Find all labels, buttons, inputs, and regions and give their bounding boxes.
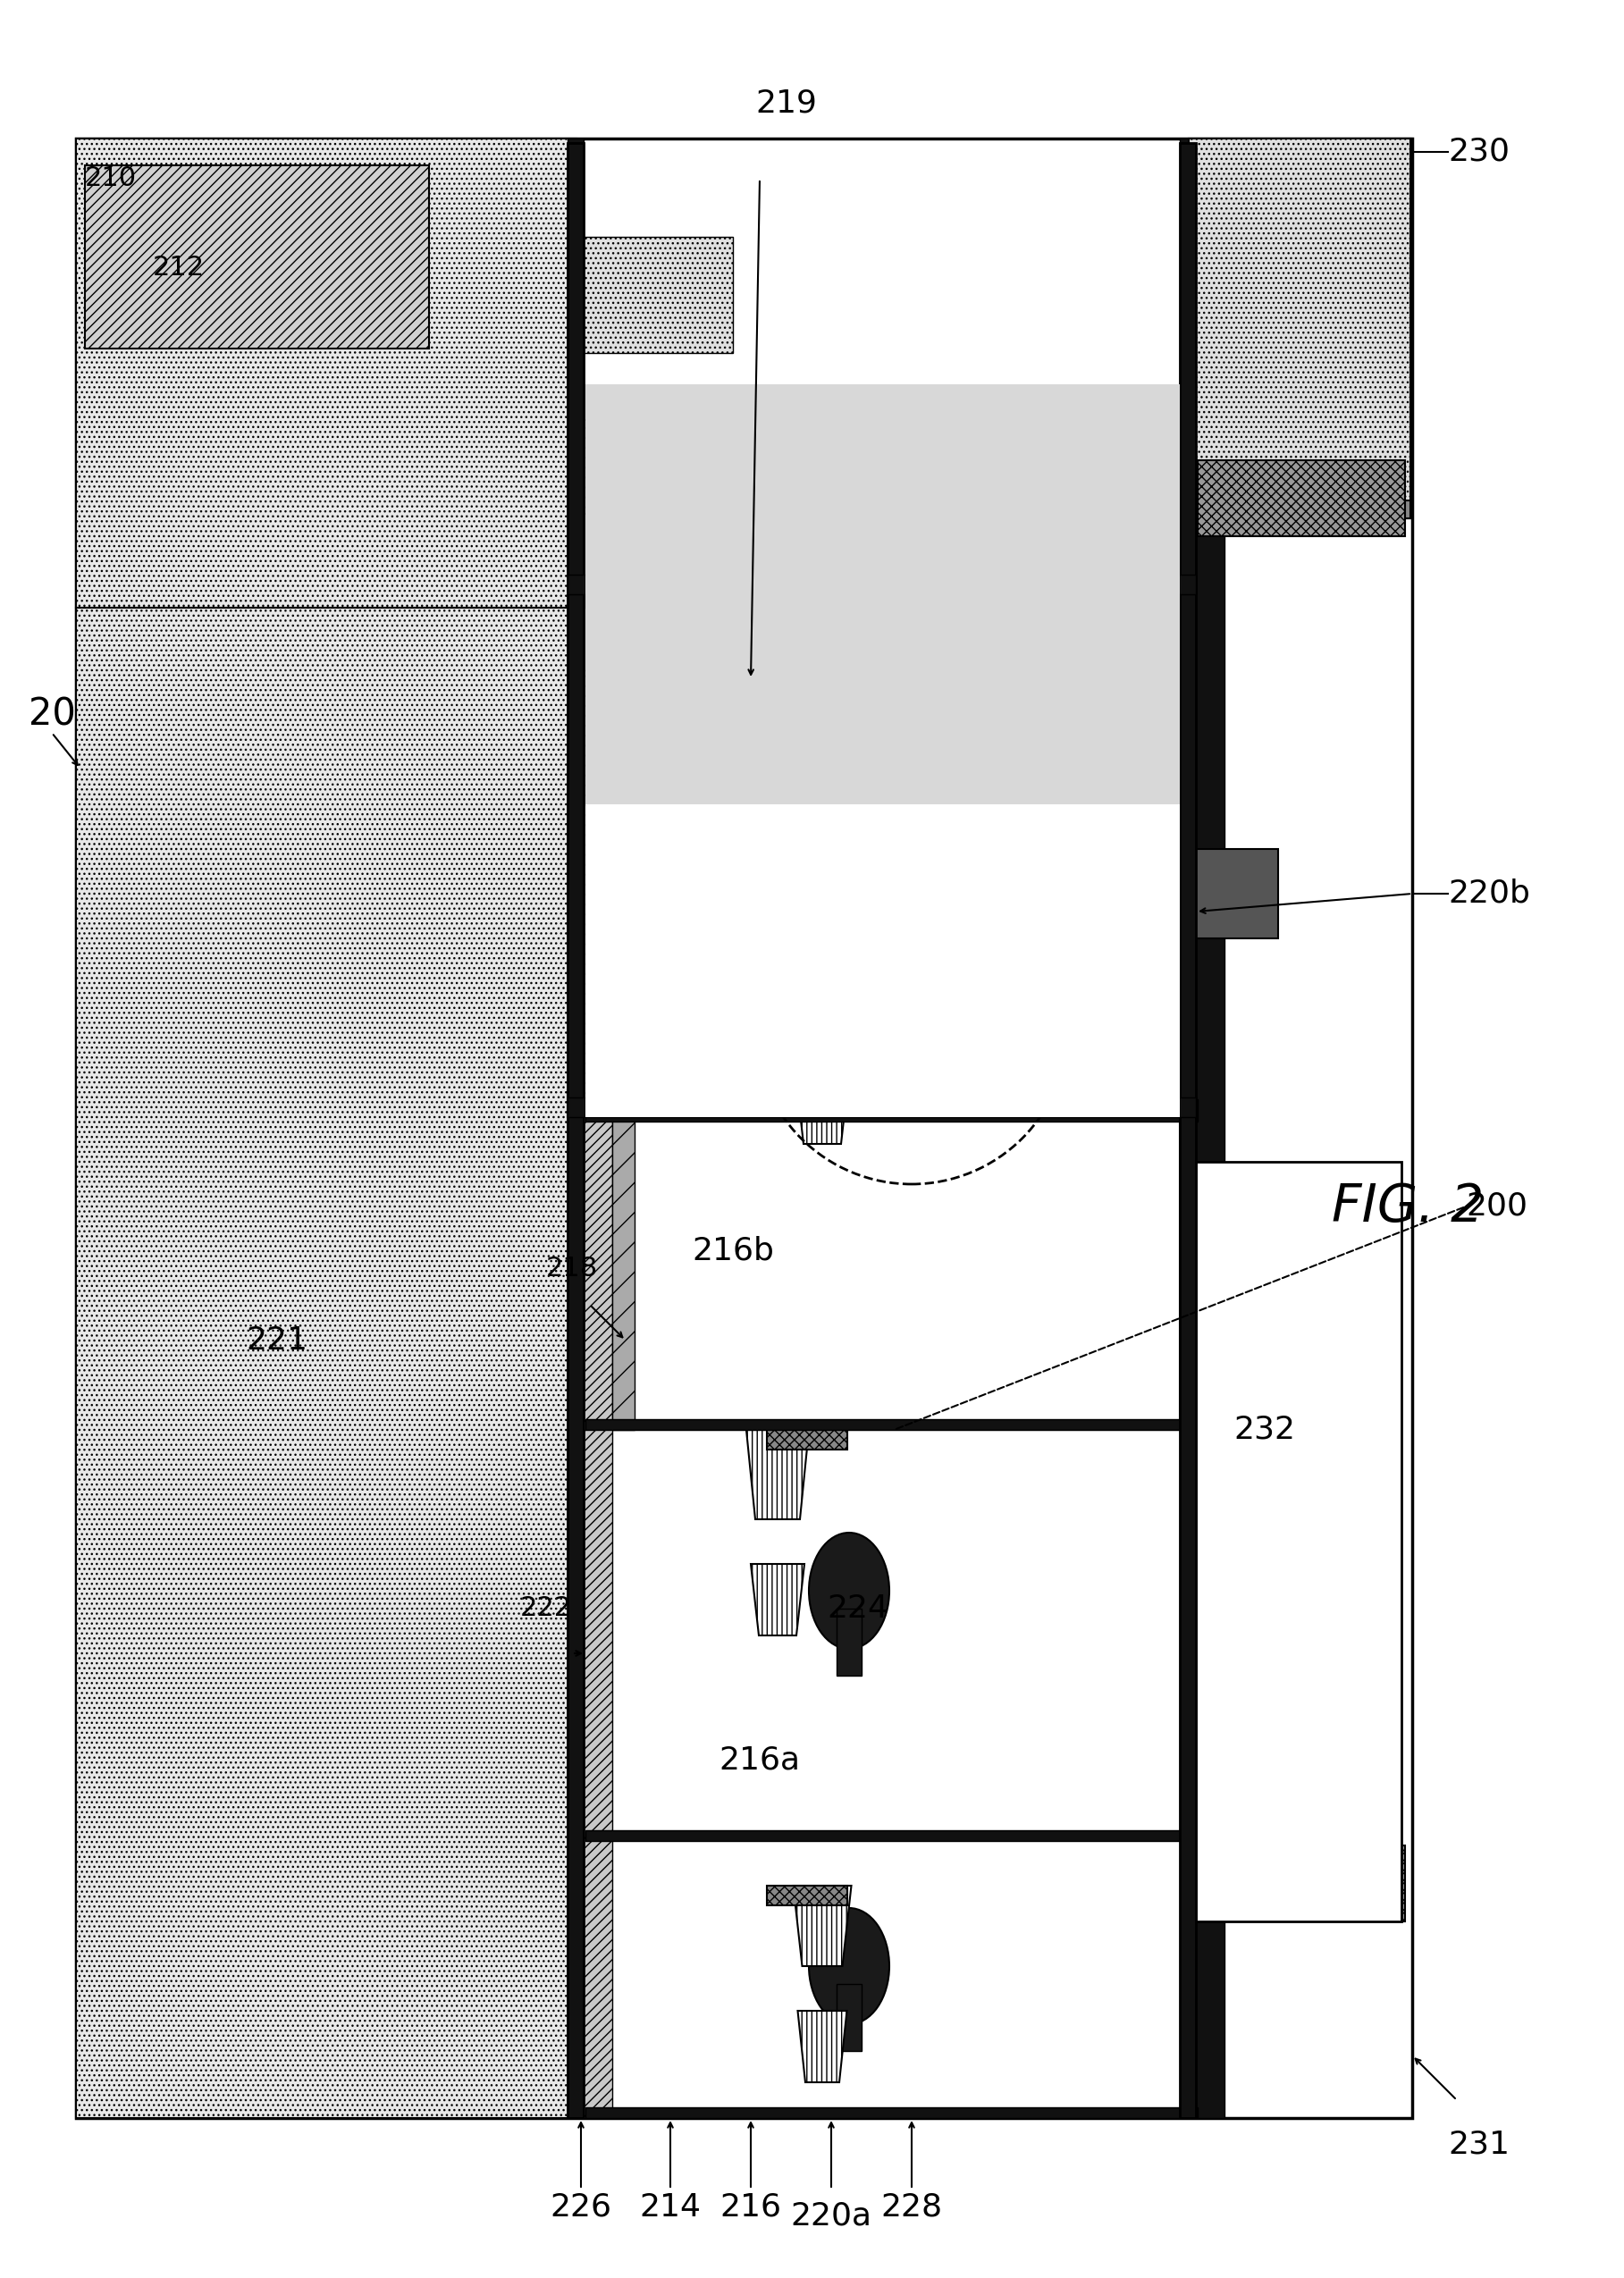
- Bar: [577, 640, 1189, 670]
- Text: FIG. 2: FIG. 2: [1332, 1180, 1484, 1232]
- Bar: [567, 574, 1195, 595]
- Bar: [567, 1098, 1195, 1116]
- Bar: [760, 936, 849, 957]
- Text: 222: 222: [520, 1595, 572, 1622]
- Bar: [856, 936, 945, 957]
- Text: 226: 226: [551, 2191, 612, 2223]
- Bar: [1189, 501, 1410, 519]
- Bar: [1179, 1116, 1195, 1431]
- Bar: [577, 419, 732, 515]
- Bar: [567, 1082, 1195, 1091]
- Bar: [653, 768, 742, 795]
- Bar: [577, 237, 732, 353]
- Bar: [585, 1829, 1197, 1841]
- Text: 232: 232: [1233, 1415, 1294, 1444]
- Text: 224: 224: [827, 1592, 888, 1624]
- Ellipse shape: [750, 795, 849, 939]
- Text: 219: 219: [755, 87, 817, 118]
- Bar: [960, 1018, 989, 1091]
- Bar: [612, 1116, 635, 1431]
- Polygon shape: [793, 1886, 851, 1966]
- Bar: [84, 166, 429, 349]
- Bar: [1179, 144, 1195, 2119]
- Text: 20: 20: [28, 697, 75, 734]
- Bar: [767, 1431, 848, 1449]
- Bar: [577, 670, 612, 2119]
- Text: 214: 214: [640, 2191, 702, 2223]
- Bar: [585, 2107, 1197, 2119]
- Text: 200: 200: [1466, 1191, 1528, 1221]
- Bar: [1179, 1431, 1195, 1832]
- Bar: [1189, 139, 1224, 2119]
- Bar: [1189, 139, 1410, 519]
- Text: 228: 228: [880, 2191, 942, 2223]
- Polygon shape: [679, 608, 732, 768]
- Text: 216: 216: [719, 2191, 781, 2223]
- Bar: [585, 1027, 1179, 1431]
- Text: 220a: 220a: [791, 2201, 872, 2232]
- Text: 216b: 216b: [692, 1237, 775, 1267]
- Polygon shape: [750, 1565, 804, 1636]
- Polygon shape: [676, 768, 755, 939]
- Bar: [1125, 875, 1195, 948]
- Text: 210: 210: [84, 166, 136, 191]
- Polygon shape: [747, 1431, 809, 1519]
- Bar: [567, 139, 583, 2119]
- Bar: [585, 1100, 1197, 1121]
- Bar: [767, 1886, 848, 1904]
- Bar: [567, 583, 1195, 599]
- Polygon shape: [796, 1073, 849, 1144]
- Bar: [836, 1984, 862, 2050]
- Bar: [585, 804, 1179, 1116]
- Text: 230: 230: [1449, 137, 1510, 166]
- Polygon shape: [684, 984, 747, 1055]
- Ellipse shape: [929, 939, 1018, 1064]
- Polygon shape: [679, 608, 732, 768]
- Text: 216a: 216a: [719, 1745, 801, 1777]
- Bar: [676, 617, 796, 670]
- Text: 221: 221: [247, 1326, 309, 1355]
- Polygon shape: [797, 2011, 846, 2082]
- Ellipse shape: [809, 1909, 890, 2025]
- Bar: [1195, 1162, 1402, 1920]
- Bar: [1189, 139, 1413, 519]
- Bar: [585, 576, 1195, 1116]
- Text: 218: 218: [546, 1255, 598, 1283]
- Bar: [76, 608, 577, 2119]
- Text: 220b: 220b: [1449, 879, 1530, 909]
- Bar: [577, 576, 1189, 608]
- Bar: [1189, 850, 1278, 939]
- Bar: [585, 385, 1179, 595]
- Bar: [76, 139, 1413, 2119]
- Bar: [697, 670, 773, 902]
- Polygon shape: [791, 939, 854, 1027]
- Bar: [585, 595, 1179, 804]
- Bar: [1197, 1845, 1405, 1920]
- Bar: [784, 884, 815, 975]
- Bar: [585, 1419, 1197, 1431]
- Text: 212: 212: [153, 255, 205, 280]
- Text: 231: 231: [1449, 2130, 1510, 2160]
- Ellipse shape: [809, 1533, 890, 1649]
- Bar: [567, 144, 583, 2119]
- Bar: [1179, 139, 1195, 2119]
- Polygon shape: [693, 795, 719, 911]
- Bar: [1197, 460, 1405, 535]
- Bar: [653, 576, 809, 626]
- Bar: [577, 608, 1189, 670]
- Bar: [585, 670, 1179, 2119]
- Bar: [836, 1608, 862, 1677]
- Bar: [567, 1091, 1195, 1116]
- Bar: [76, 139, 577, 608]
